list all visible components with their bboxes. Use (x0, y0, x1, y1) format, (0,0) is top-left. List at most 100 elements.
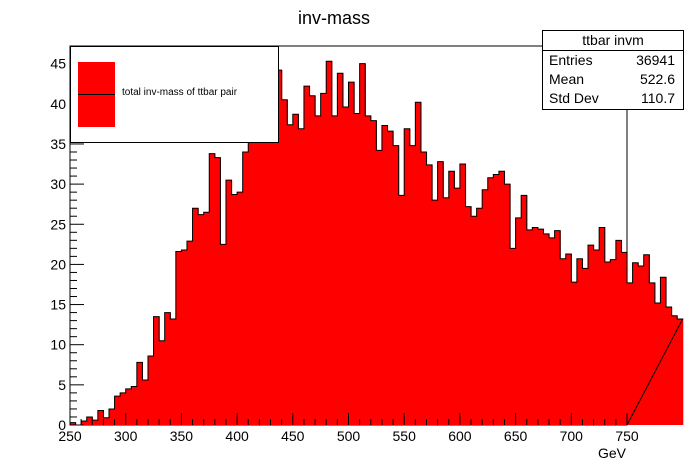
histogram-bar (593, 249, 600, 425)
x-tick-label: 450 (281, 428, 305, 444)
histogram-bar (532, 227, 539, 425)
x-tick-label: 300 (114, 428, 138, 444)
stats-key: Entries (549, 52, 593, 68)
histogram-bar (181, 249, 188, 425)
y-tick-label: 45 (50, 56, 66, 72)
stats-title: ttbar invm (543, 31, 683, 51)
histogram-bar (554, 230, 561, 425)
histogram-bar (92, 420, 99, 425)
histogram-bar (638, 266, 645, 425)
histogram-bar (482, 189, 489, 425)
histogram-bar (448, 171, 455, 425)
histogram-bar (359, 63, 366, 426)
histogram-bar (627, 282, 634, 426)
histogram-bar (86, 416, 93, 425)
histogram-bar (649, 282, 656, 426)
histogram-bar (114, 396, 121, 425)
histogram-bar (159, 340, 166, 425)
stats-value: 36941 (636, 52, 675, 68)
histogram-bar (342, 107, 350, 425)
chart-title: inv-mass (298, 8, 370, 28)
histogram-bar (370, 120, 377, 426)
histogram-bar (537, 229, 545, 425)
y-tick-label: 25 (50, 216, 66, 232)
histogram-bar (610, 259, 617, 425)
histogram-bar (276, 70, 283, 425)
histogram-bar (459, 164, 467, 426)
x-tick-label: 350 (170, 428, 194, 444)
histogram-bar (420, 151, 428, 426)
histogram-bar (404, 128, 411, 425)
stats-box: ttbar invm Entries 36941 Mean 522.6 Std … (542, 30, 684, 110)
histogram-bar (203, 212, 210, 425)
histogram-bar (671, 315, 678, 425)
histogram-bar (198, 214, 205, 425)
histogram-bar (320, 93, 327, 425)
histogram-bar (576, 258, 584, 425)
histogram-bar (147, 355, 155, 425)
histogram-bar (108, 408, 116, 425)
x-tick-label: 550 (393, 428, 417, 444)
histogram-bar (604, 262, 611, 425)
x-tick-label: 500 (337, 428, 361, 444)
histogram-bar (309, 95, 316, 425)
histogram-bar (443, 197, 450, 425)
histogram-bar (337, 73, 344, 426)
histogram-bar (136, 362, 144, 425)
histogram-outline (69, 60, 684, 426)
y-tick-label: 20 (50, 256, 66, 272)
histogram-bar (454, 188, 461, 426)
histogram-bar (521, 195, 528, 425)
histogram-bar (315, 115, 322, 426)
histogram-bar (192, 208, 199, 425)
histogram-bar (487, 177, 494, 425)
histogram-bar (331, 115, 338, 426)
histogram-bar (81, 420, 88, 425)
histogram-bar (549, 237, 556, 425)
histogram-bar (175, 251, 182, 425)
histogram-bar (164, 312, 171, 425)
histogram-bar (543, 233, 550, 425)
histogram-bar (393, 145, 400, 425)
stats-key: Mean (549, 71, 585, 87)
histogram-bar (632, 262, 639, 425)
histogram-bar (248, 135, 255, 425)
legend-label: total inv-mass of ttbar pair (122, 87, 238, 98)
histogram-bar (465, 206, 472, 425)
histogram-bar (565, 253, 572, 425)
histogram-bar (220, 244, 227, 425)
histogram-bar (677, 319, 684, 425)
histogram-bar (326, 61, 333, 425)
histogram-bar (237, 192, 244, 425)
y-tick-label: 15 (50, 297, 66, 313)
histogram-bar (582, 268, 589, 425)
x-tick-label: 250 (58, 428, 82, 444)
y-tick-label: 35 (50, 136, 66, 152)
histogram-bar (298, 128, 305, 425)
histogram-bar (170, 319, 177, 425)
histogram-bar (259, 78, 266, 426)
y-tick-label: 30 (50, 176, 66, 192)
y-tick-label: 10 (50, 337, 66, 353)
histogram-bar (253, 91, 260, 426)
histogram-bar (348, 82, 355, 425)
histogram-bar (515, 217, 522, 425)
x-tick-label: 750 (615, 428, 639, 444)
histogram-bar (437, 161, 444, 425)
stats-key: Std Dev (549, 90, 599, 106)
x-tick-label: 650 (504, 428, 528, 444)
histogram-bar (510, 248, 517, 425)
stats-value: 522.6 (639, 71, 675, 87)
histogram-bar (209, 153, 216, 425)
histogram-bar (281, 99, 288, 426)
histogram-bar (242, 151, 249, 426)
histogram-bar (70, 422, 77, 425)
stats-value: 110.7 (641, 90, 675, 106)
histogram-bar (365, 115, 372, 426)
histogram-bar (432, 200, 439, 425)
y-axis: 0 5 10 15 20 25 30 35 40 45 (50, 47, 84, 433)
stats-row-mean: Mean 522.6 (549, 70, 675, 89)
stats-row-entries: Entries 36941 (549, 51, 675, 70)
histogram-bar (387, 131, 394, 426)
histogram-bar (599, 227, 606, 425)
